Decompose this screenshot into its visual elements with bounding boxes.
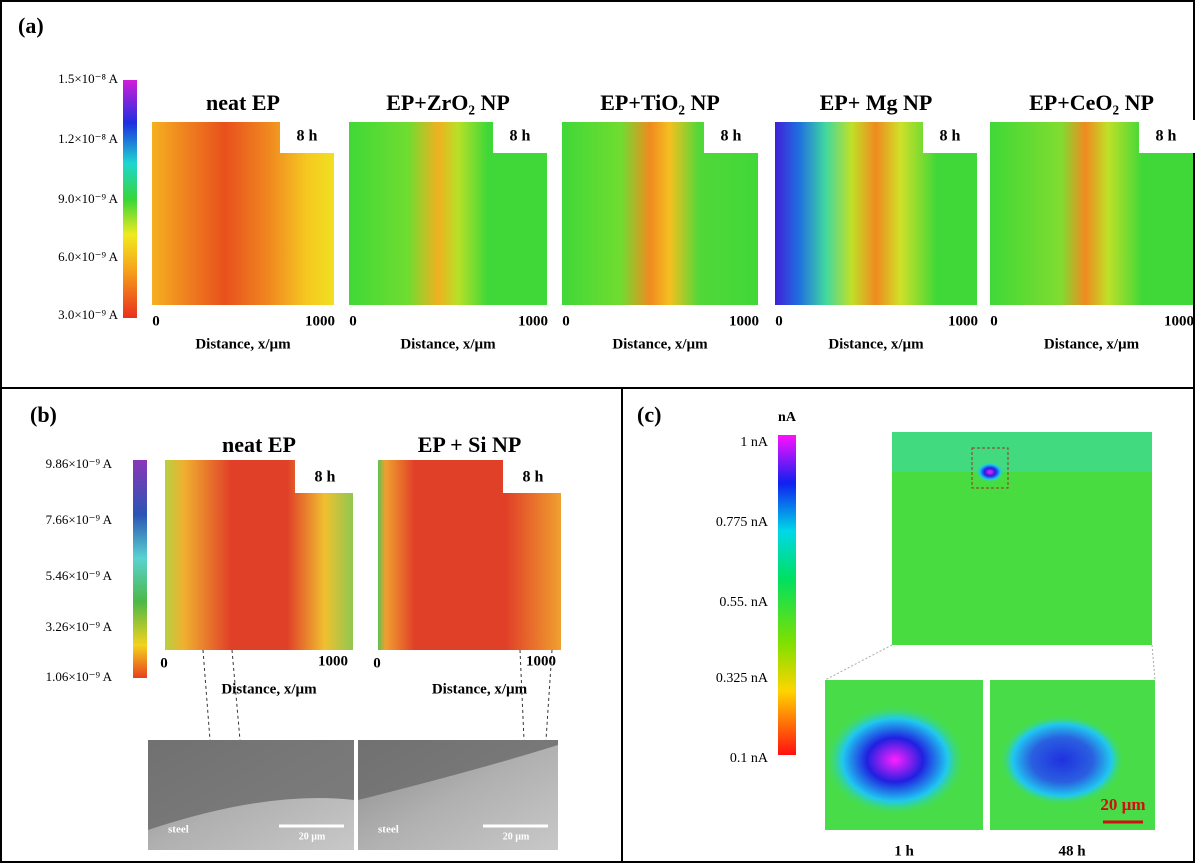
colorbar	[123, 80, 137, 318]
colorbar-label: 9.0×10⁻⁹ A	[58, 191, 119, 206]
colorbar-label: 0.775 nA	[716, 515, 769, 530]
time-box	[704, 120, 760, 153]
x-label: Distance, x/µm	[195, 336, 291, 352]
x-label: Distance, x/µm	[221, 681, 317, 697]
time-box	[923, 120, 979, 153]
panel-label: (a)	[18, 13, 44, 38]
guide	[824, 644, 893, 681]
colorbar-label: 0.325 nA	[716, 671, 769, 686]
x-start: 0	[562, 313, 570, 329]
time-box	[503, 458, 563, 493]
time-label: 48 h	[1058, 843, 1086, 859]
time-label: 8 h	[721, 128, 742, 145]
x-start: 0	[349, 313, 357, 329]
scale-label: 20 µm	[299, 831, 326, 842]
defect	[976, 462, 1004, 482]
map-title: EP+ Mg NP	[820, 90, 933, 115]
panel-c-images	[824, 432, 1156, 830]
time-box	[1139, 120, 1195, 153]
map-title: neat EP	[222, 432, 296, 457]
time-label: 8 h	[297, 128, 318, 145]
time-label: 8 h	[523, 469, 544, 486]
x-end: 1000	[305, 313, 335, 329]
time-label: 1 h	[894, 843, 914, 859]
x-label: Distance, x/µm	[828, 336, 924, 352]
colorbar-label: 0.55. nA	[719, 595, 769, 610]
coating	[358, 740, 558, 800]
x-start: 0	[775, 313, 783, 329]
x-end: 1000	[318, 653, 348, 669]
map-title: EP+TiO₂ NP	[600, 90, 720, 115]
guide	[202, 649, 211, 741]
colorbar-label: 1.5×10⁻⁸ A	[58, 71, 119, 86]
zoom-box	[971, 447, 1009, 489]
colorbar-label: 6.0×10⁻⁹ A	[58, 249, 119, 264]
defect	[825, 705, 965, 815]
substrate-label: steel	[378, 824, 399, 836]
colorbar	[778, 435, 796, 755]
x-label: Distance, x/µm	[1044, 336, 1140, 352]
guide	[1151, 644, 1156, 681]
map-title: EP + Si NP	[418, 432, 522, 457]
time-box	[280, 120, 336, 153]
map-title: EP+ZrO₂ NP	[386, 90, 510, 115]
colorbar-label: 0.1 nA	[730, 751, 769, 766]
time-label: 8 h	[1156, 128, 1177, 145]
map-title: EP+CeO₂ NP	[1029, 90, 1154, 115]
colorbar-label: 5.46×10⁻⁹ A	[46, 568, 113, 583]
defect	[1000, 715, 1124, 805]
time-label: 8 h	[510, 128, 531, 145]
map-band	[892, 432, 1152, 472]
colorbar-label: 1 nA	[740, 435, 769, 450]
x-label: Distance, x/µm	[432, 681, 528, 697]
substrate-label: steel	[168, 824, 189, 836]
colorbar-label: 3.0×10⁻⁹ A	[58, 307, 119, 322]
colorbar-label: 3.26×10⁻⁹ A	[46, 619, 113, 634]
panel-label: (b)	[30, 402, 57, 427]
unit-label: nA	[778, 410, 797, 425]
x-label: Distance, x/µm	[612, 336, 708, 352]
colorbar	[133, 460, 147, 678]
x-end: 1000	[948, 313, 978, 329]
time-box	[295, 458, 355, 493]
map-title: neat EP	[206, 90, 280, 115]
x-label: Distance, x/µm	[400, 336, 496, 352]
coating	[148, 740, 354, 830]
scale-label: 20 µm	[503, 831, 530, 842]
colorbar-label: 1.2×10⁻⁸ A	[58, 131, 119, 146]
x-start: 0	[373, 655, 381, 671]
time-label: 8 h	[315, 469, 336, 486]
x-start: 0	[152, 313, 160, 329]
x-end: 1000	[729, 313, 759, 329]
colorbar-label: 7.66×10⁻⁹ A	[46, 512, 113, 527]
x-end: 1000	[1164, 313, 1194, 329]
x-start: 0	[990, 313, 998, 329]
colorbar-label: 9.86×10⁻⁹ A	[46, 456, 113, 471]
time-box	[493, 120, 549, 153]
scale-label: 20 µm	[1100, 795, 1145, 814]
time-label: 8 h	[940, 128, 961, 145]
panel-label: (c)	[637, 402, 661, 427]
x-start: 0	[160, 655, 168, 671]
colorbar-label: 1.06×10⁻⁹ A	[46, 669, 113, 684]
x-end: 1000	[518, 313, 548, 329]
x-end: 1000	[526, 653, 556, 669]
